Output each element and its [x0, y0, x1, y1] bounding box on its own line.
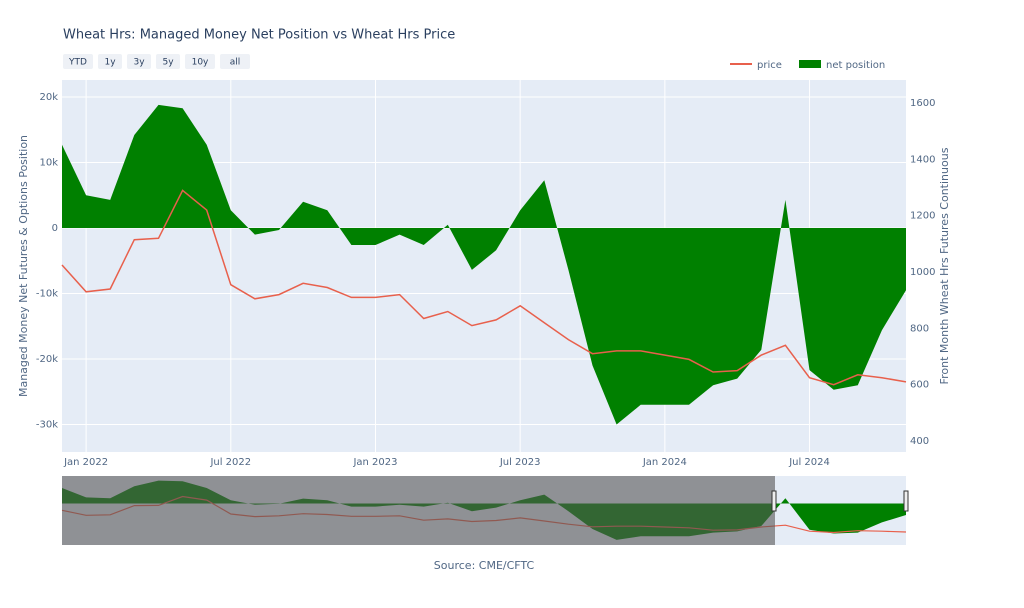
range-button[interactable]: YTD	[63, 54, 93, 69]
range-button-label[interactable]: 5y	[162, 58, 174, 68]
slider-handle[interactable]	[771, 490, 777, 512]
y-tick-label: 0	[52, 223, 58, 234]
chart-title: Wheat Hrs: Managed Money Net Position vs…	[63, 28, 455, 43]
range-button[interactable]: 10y	[185, 54, 215, 69]
y-tick-label: 20k	[39, 92, 58, 103]
y2-tick-label: 1200	[910, 211, 935, 222]
range-button-bg[interactable]	[127, 54, 151, 69]
range-button-label[interactable]: 3y	[133, 58, 145, 68]
y2-tick-label: 1600	[910, 98, 935, 109]
y2-tick-label: 1400	[910, 154, 935, 165]
range-button-label[interactable]: 1y	[104, 58, 116, 68]
y-tick-label: -10k	[36, 289, 58, 300]
y2-tick-label: 800	[910, 323, 929, 334]
x-tick-label: Jul 2022	[209, 457, 251, 468]
range-button[interactable]: all	[220, 54, 250, 69]
range-button-bg[interactable]	[220, 54, 250, 69]
y-tick-label: -20k	[36, 354, 58, 365]
x-tick-label: Jul 2023	[499, 457, 541, 468]
y-axis-label: Managed Money Net Futures & Options Posi…	[17, 135, 30, 397]
range-button[interactable]: 3y	[127, 54, 151, 69]
x-tick-label: Jan 2022	[63, 457, 108, 468]
y2-tick-label: 1000	[910, 267, 935, 278]
range-button-bg[interactable]	[185, 54, 215, 69]
x-tick-label: Jan 2023	[352, 457, 397, 468]
price-line	[61, 189, 907, 386]
slider-mask	[62, 476, 775, 545]
source-note: Source: CME/CFTC	[434, 559, 535, 572]
range-button-bg[interactable]	[63, 54, 93, 69]
y2-tick-label: 400	[910, 436, 929, 447]
range-button-bg[interactable]	[98, 54, 122, 69]
range-button[interactable]: 5y	[156, 54, 180, 69]
range-button[interactable]: 1y	[98, 54, 122, 69]
y2-tick-label: 600	[910, 380, 929, 391]
x-tick-label: Jan 2024	[642, 457, 687, 468]
range-button-bg[interactable]	[156, 54, 180, 69]
legend-label: net position	[826, 60, 885, 71]
range-button-label[interactable]: 10y	[192, 58, 209, 68]
range-button-label[interactable]: YTD	[68, 58, 87, 68]
net-position-area	[62, 104, 906, 425]
y-tick-label: 10k	[39, 158, 58, 169]
x-tick-label: Jul 2024	[788, 457, 830, 468]
legend-label: price	[757, 60, 782, 71]
y-tick-label: -30k	[36, 419, 58, 430]
slider-handle[interactable]	[903, 490, 909, 512]
range-button-label[interactable]: all	[230, 58, 241, 68]
legend-swatch	[799, 60, 821, 68]
y2-axis-label: Front Month Wheat Hrs Futures Continuous	[938, 147, 951, 384]
